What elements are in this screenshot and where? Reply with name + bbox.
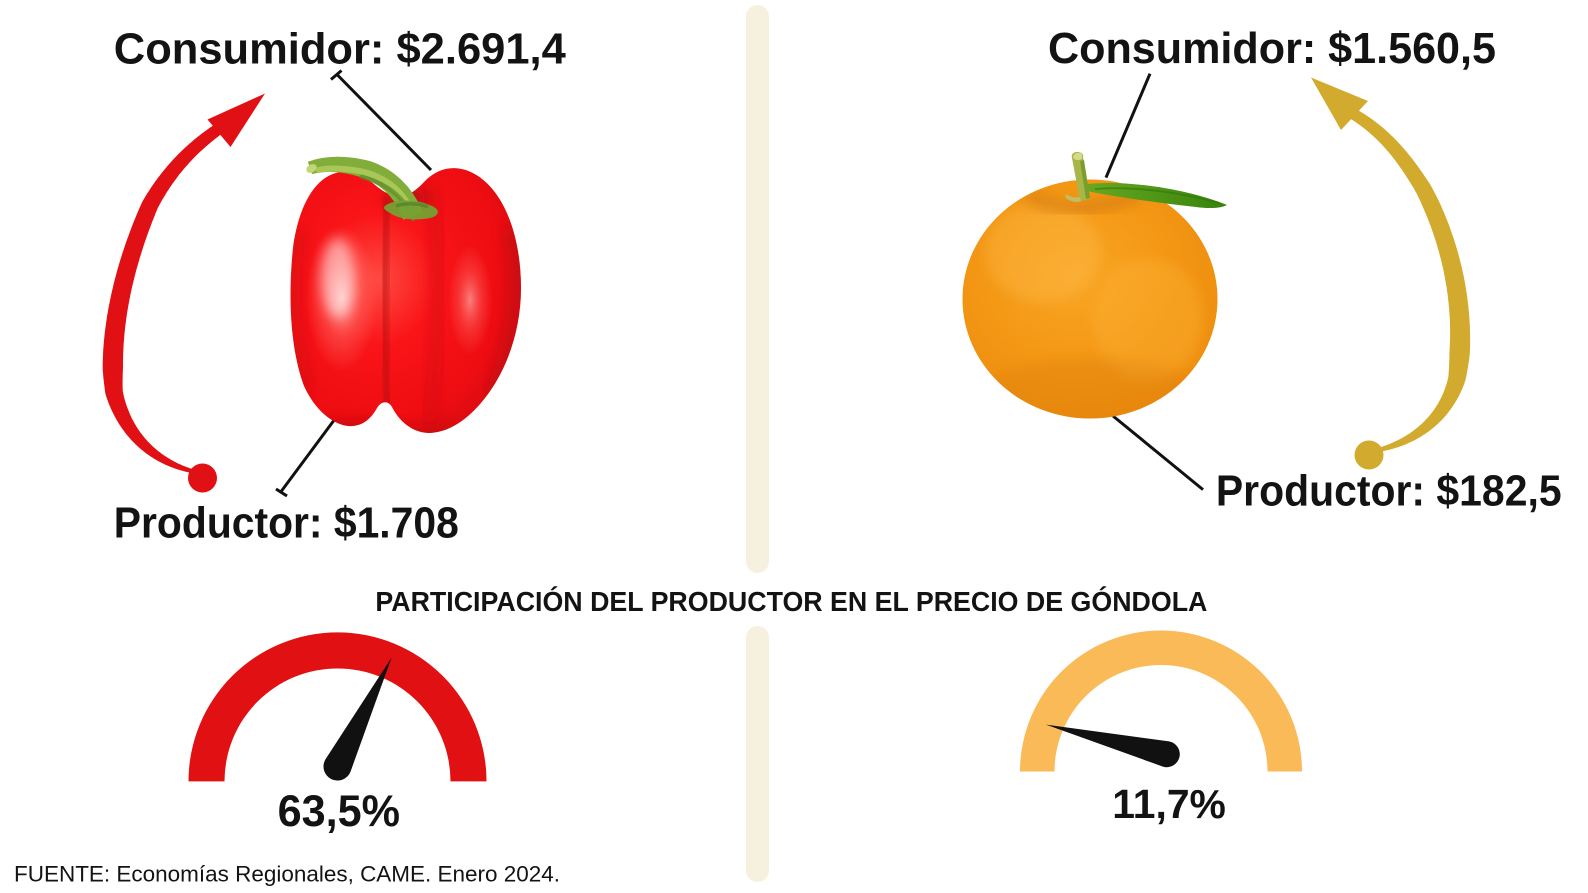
svg-text:FUENTE: Economías Regionales,: FUENTE: Economías Regionales, CAME. Ener… <box>14 862 560 887</box>
svg-text:63,5%: 63,5% <box>278 787 400 836</box>
svg-text:PARTICIPACIÓN DEL PRODUCTOR EN: PARTICIPACIÓN DEL PRODUCTOR EN EL PRECIO… <box>375 586 1207 617</box>
svg-text:Productor: $182,5: Productor: $182,5 <box>1216 467 1562 516</box>
svg-text:11,7%: 11,7% <box>1112 781 1226 827</box>
svg-text:Productor: $1.708: Productor: $1.708 <box>114 499 459 548</box>
svg-text:Consumidor: $1.560,5: Consumidor: $1.560,5 <box>1048 24 1496 73</box>
svg-text:Consumidor: $2.691,4: Consumidor: $2.691,4 <box>114 25 567 74</box>
